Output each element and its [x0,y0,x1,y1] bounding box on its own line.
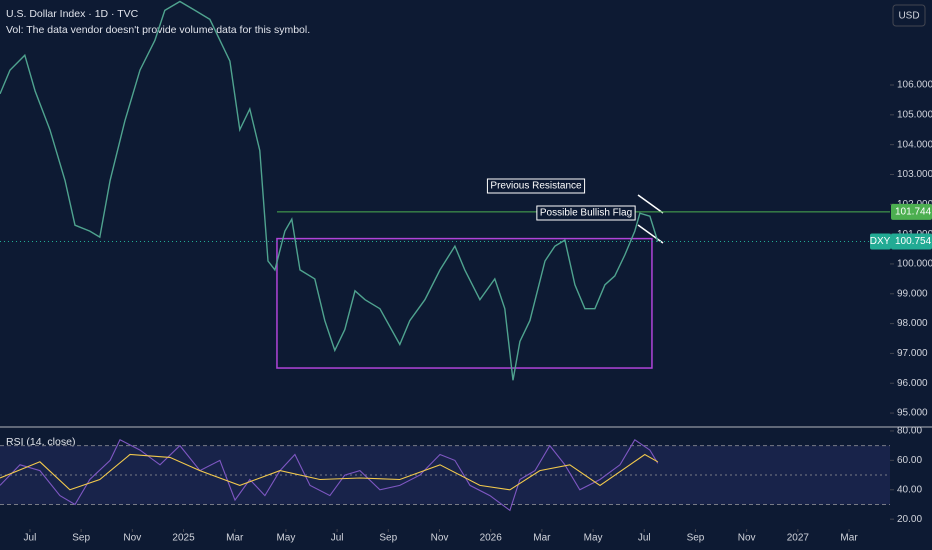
series-line [0,439,659,512]
x-tick-label: May [276,533,295,544]
y-tick-label: 106.000 [897,80,932,91]
x-tick-label: Nov [123,533,141,544]
y-tick-label: 103.000 [897,169,932,180]
chart-title: U.S. Dollar Index · 1D · TVC [6,8,139,20]
x-tick-label: Jul [638,533,651,544]
annotation: Previous Resistance [490,181,582,192]
y-tick-label: 95.000 [897,408,928,419]
x-tick-label: Sep [379,533,397,544]
y-tick-label: 60.00 [897,455,922,466]
annotation-box [536,205,636,221]
last-price-tag [891,233,932,250]
x-tick-label: Jul [24,533,37,544]
annotation: Possible Bullish Flag [540,208,632,219]
symbol-label: DXY [870,236,891,247]
flag-line-upper [637,194,664,214]
y-tick-label: 104.000 [897,139,932,150]
currency-label[interactable]: USD [898,11,919,22]
y-tick-label: 105.000 [897,109,932,120]
x-tick-label: May [584,533,603,544]
y-tick-label: 98.000 [897,318,928,329]
last-price-label: 100.754 [895,236,932,247]
y-tick-label: 99.000 [897,288,928,299]
y-tick-label: 96.000 [897,378,928,389]
x-tick-label: Sep [72,533,90,544]
x-tick-label: Mar [840,533,858,544]
x-tick-label: Mar [533,533,551,544]
y-tick-label: 80.00 [897,426,922,437]
y-tick-label: 100.000 [897,259,932,270]
x-tick-label: 2025 [172,533,195,544]
x-tick-label: Nov [431,533,449,544]
series-line [0,453,659,491]
x-tick-label: 2026 [480,533,503,544]
x-tick-label: 2027 [787,533,810,544]
x-tick-label: Nov [738,533,756,544]
y-tick-label: 20.00 [897,514,922,525]
x-tick-label: Mar [226,533,244,544]
x-tick-label: Jul [331,533,344,544]
x-tick-label: Sep [687,533,705,544]
symbol-tag [870,233,891,250]
currency-button[interactable] [892,4,926,27]
resistance-tag [891,203,932,220]
y-tick-label: 40.00 [897,484,922,495]
range-box [276,237,653,369]
flag-line-lower [637,224,664,244]
resistance-label: 101.744 [895,207,932,218]
y-tick-label: 97.000 [897,348,928,359]
rsi-title: RSI (14, close) [6,436,75,448]
annotation-box [486,178,586,194]
series-line [0,0,659,381]
